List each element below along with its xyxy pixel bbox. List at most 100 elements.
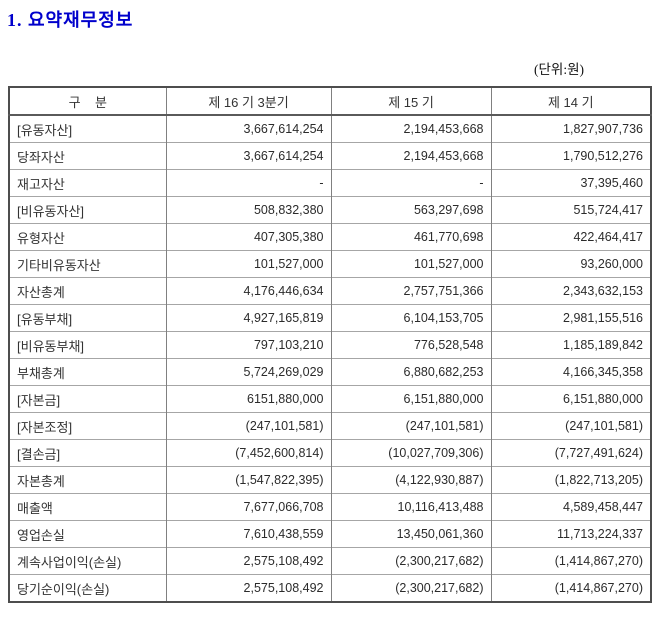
table-row: 당기순이익(손실) 2,575,108,492 (2,300,217,682) (1,… [9,574,651,602]
row-value: 11,713,224,337 [490,520,651,548]
row-value: - [330,169,491,197]
table-row: 자산총계 4,176,446,634 2,757,751,366 2,343,632,… [9,277,651,305]
table-row: 당좌자산 3,667,614,254 2,194,453,668 1,790,512,… [9,142,651,170]
row-value: 4,927,165,819 [165,304,331,332]
column-header-period-15: 제 15 기 [330,87,491,116]
row-value: (7,727,491,624) [490,439,651,467]
row-value: 7,677,066,708 [165,493,331,521]
table-row: [비유동부채] 797,103,210 776,528,548 1,185,189,8… [9,331,651,359]
row-label: 자본총계 [9,466,166,494]
row-value: 797,103,210 [165,331,331,359]
page-title: 1. 요약재무정보 [7,10,134,30]
row-value: 6151,880,000 [165,385,331,413]
row-value: 6,880,682,253 [330,358,491,386]
unit-label: (단위:원) [533,62,584,77]
row-value: 2,194,453,668 [330,114,491,143]
table-row: [유동자산] 3,667,614,254 2,194,453,668 1,827,90… [9,114,651,143]
row-value: 4,176,446,634 [165,277,331,305]
table-row: 자본총계 (1,547,822,395) (4,122,930,887) (1,822… [9,466,651,494]
row-value: 2,343,632,153 [490,277,651,305]
table-row: [결손금] (7,452,600,814) (10,027,709,306) (7,7… [9,439,651,467]
row-value: (4,122,930,887) [330,466,491,494]
table-row: 부채총계 5,724,269,029 6,880,682,253 4,166,345,… [9,358,651,386]
table-row: [자본금] 6151,880,000 6,151,880,000 6,151,880,… [9,385,651,413]
row-value: (1,414,867,270) [490,547,651,575]
row-label: 영업손실 [9,520,166,548]
row-label: 계속사업이익(손실) [9,547,166,575]
row-value: 563,297,698 [330,196,491,224]
row-value: 1,827,907,736 [490,114,651,143]
row-label: 자산총계 [9,277,166,305]
row-value: (247,101,581) [165,412,331,440]
table-row: 매출액 7,677,066,708 10,116,413,488 4,589,458,… [9,493,651,521]
row-value: 5,724,269,029 [165,358,331,386]
row-value: 407,305,380 [165,223,331,251]
header-row: 구 분 제 16 기 3분기 제 15 기 제 14 기 [9,87,651,116]
row-value: 3,667,614,254 [165,114,331,143]
row-value: 776,528,548 [330,331,491,359]
row-value: 508,832,380 [165,196,331,224]
row-value: 1,790,512,276 [490,142,651,170]
table-header: 구 분 제 16 기 3분기 제 15 기 제 14 기 [9,87,651,116]
row-label: [자본조정] [9,412,166,440]
row-value: (7,452,600,814) [165,439,331,467]
table-row: 재고자산 - -37,395,460 [9,169,651,197]
row-label: 재고자산 [9,169,166,197]
row-value: 515,724,417 [490,196,651,224]
row-value: 7,610,438,559 [165,520,331,548]
row-label: [유동부채] [9,304,166,332]
table-row: 영업손실 7,610,438,559 13,450,061,360 11,713,22… [9,520,651,548]
row-value: 2,575,108,492 [165,574,331,602]
row-value: 422,464,417 [490,223,651,251]
row-value: 13,450,061,360 [330,520,491,548]
column-header-period-14: 제 14 기 [490,87,651,116]
row-value: 37,395,460 [490,169,651,197]
row-value: 6,151,880,000 [330,385,491,413]
row-value: (2,300,217,682) [330,574,491,602]
row-value: (1,547,822,395) [165,466,331,494]
row-value: 101,527,000 [165,250,331,278]
row-label: [유동자산] [9,114,166,143]
financial-summary-table: 구 분 제 16 기 3분기 제 15 기 제 14 기 [유동자산] 3,667… [8,86,652,603]
table-row: 기타비유동자산 101,527,000 101,527,000 93,260,000 [9,250,651,278]
table-row: 유형자산 407,305,380 461,770,698 422,464,417 [9,223,651,251]
row-value: 6,151,880,000 [490,385,651,413]
row-value: 1,185,189,842 [490,331,651,359]
table-row: [유동부채] 4,927,165,819 6,104,153,705 2,981,15… [9,304,651,332]
row-label: [비유동자산] [9,196,166,224]
row-value: 4,589,458,447 [490,493,651,521]
row-value: 101,527,000 [330,250,491,278]
row-value: 10,116,413,488 [330,493,491,521]
row-value: (247,101,581) [330,412,491,440]
row-label: 당좌자산 [9,142,166,170]
table-row: [자본조정] (247,101,581) (247,101,581) (247,101… [9,412,651,440]
row-value: 3,667,614,254 [165,142,331,170]
row-value: 6,104,153,705 [330,304,491,332]
row-value: (1,414,867,270) [490,574,651,602]
row-value: 2,194,453,668 [330,142,491,170]
row-label: 당기순이익(손실) [9,574,166,602]
table-row: [비유동자산] 508,832,380 563,297,698 515,724,417 [9,196,651,224]
row-label: 매출액 [9,493,166,521]
row-value: 4,166,345,358 [490,358,651,386]
row-label: [자본금] [9,385,166,413]
row-value: (247,101,581) [490,412,651,440]
row-value: (10,027,709,306) [330,439,491,467]
column-header-category: 구 분 [9,87,166,116]
row-label: 유형자산 [9,223,166,251]
table-body: [유동자산] 3,667,614,254 2,194,453,668 1,827,90… [9,114,651,602]
row-value: 2,757,751,366 [330,277,491,305]
row-value: 461,770,698 [330,223,491,251]
row-label: 기타비유동자산 [9,250,166,278]
column-header-period-16q3: 제 16 기 3분기 [165,87,331,116]
row-value: 2,981,155,516 [490,304,651,332]
table-row: 계속사업이익(손실) 2,575,108,492 (2,300,217,682) (1… [9,547,651,575]
row-label: [비유동부채] [9,331,166,359]
row-value: (2,300,217,682) [330,547,491,575]
row-value: (1,822,713,205) [490,466,651,494]
row-label: [결손금] [9,439,166,467]
row-label: 부채총계 [9,358,166,386]
row-value: - [165,169,331,197]
row-value: 93,260,000 [490,250,651,278]
